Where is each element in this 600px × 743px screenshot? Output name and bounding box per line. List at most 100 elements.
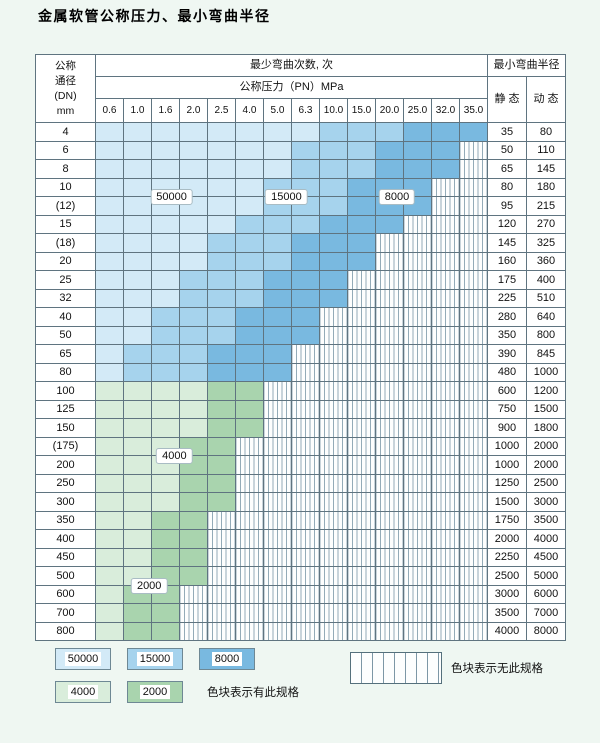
grid-cell-2000 [235, 418, 264, 438]
grid-cell-50000 [95, 288, 124, 308]
grid-cell-unavailable [403, 455, 432, 475]
grid-cell-unavailable [375, 492, 404, 512]
hatch-swatch [350, 652, 442, 684]
pressure-column-label: 20.0 [375, 98, 404, 123]
grid-cell-unavailable [375, 436, 404, 456]
grid-cell-unavailable [347, 603, 376, 623]
grid-cell-50000 [207, 159, 236, 179]
dynamic-radius-value: 1500 [526, 399, 566, 419]
grid-cell-unavailable [403, 436, 432, 456]
grid-cell-4000 [95, 455, 124, 475]
grid-cell-unavailable [235, 566, 264, 586]
grid-cell-unavailable [291, 621, 320, 641]
grid-cell-unavailable [431, 436, 460, 456]
dynamic-radius-value: 215 [526, 196, 566, 216]
grid-cell-unavailable [459, 159, 488, 179]
grid-cell-8000 [375, 140, 404, 160]
grid-cell-unavailable [319, 399, 348, 419]
dn-value: 200 [35, 455, 96, 475]
grid-cell-8000 [459, 122, 488, 142]
grid-cell-2000 [179, 566, 208, 586]
grid-cell-8000 [403, 177, 432, 197]
grid-cell-2000 [151, 566, 180, 586]
dn-value: 80 [35, 362, 96, 382]
grid-cell-4000 [151, 381, 180, 401]
grid-cell-unavailable [319, 584, 348, 604]
grid-cell-unavailable [403, 621, 432, 641]
dn-value: 10 [35, 177, 96, 197]
grid-cell-unavailable [347, 566, 376, 586]
grid-cell-15000 [319, 196, 348, 216]
dn-value: 100 [35, 381, 96, 401]
grid-cell-8000 [263, 270, 292, 290]
dn-value: 300 [35, 492, 96, 512]
table-row: 500 2500 5000 [35, 566, 566, 586]
grid-cell-50000 [123, 214, 152, 234]
grid-cell-50000 [151, 159, 180, 179]
grid-cell-15000 [151, 362, 180, 382]
grid-cell-unavailable [263, 584, 292, 604]
static-radius-value: 1000 [487, 455, 527, 475]
table-row: 700 3500 7000 [35, 603, 566, 623]
pressure-column-label: 0.6 [95, 98, 124, 123]
grid-cell-unavailable [431, 621, 460, 641]
grid-cell-15000 [179, 288, 208, 308]
grid-cell-unavailable [207, 510, 236, 530]
grid-cell-8000 [263, 362, 292, 382]
grid-cell-2000 [123, 584, 152, 604]
table-row: 25 175 400 [35, 270, 566, 290]
grid-cell-15000 [263, 177, 292, 197]
grid-cell-unavailable [347, 455, 376, 475]
legend-swatch-50000: 50000 [55, 648, 111, 670]
grid-cell-8000 [235, 344, 264, 364]
pressure-column-label: 32.0 [431, 98, 460, 123]
table-row: 125 750 1500 [35, 399, 566, 419]
grid-cell-unavailable [291, 566, 320, 586]
grid-cell-4000 [123, 436, 152, 456]
grid-cell-50000 [95, 122, 124, 142]
dynamic-radius-value: 80 [526, 122, 566, 142]
grid-cell-50000 [95, 159, 124, 179]
grid-cell-unavailable [431, 492, 460, 512]
grid-cell-50000 [235, 196, 264, 216]
grid-cell-unavailable [347, 418, 376, 438]
dynamic-radius-value: 4500 [526, 547, 566, 567]
dn-value: 40 [35, 307, 96, 327]
dn-value: 600 [35, 584, 96, 604]
table-row: 600 3000 6000 [35, 584, 566, 604]
grid-cell-50000 [123, 233, 152, 253]
dn-value: 800 [35, 621, 96, 641]
grid-cell-unavailable [319, 381, 348, 401]
static-radius-value: 65 [487, 159, 527, 179]
grid-cell-8000 [263, 307, 292, 327]
grid-cell-50000 [123, 122, 152, 142]
grid-cell-50000 [207, 140, 236, 160]
grid-cell-50000 [263, 159, 292, 179]
grid-cell-unavailable [291, 381, 320, 401]
static-column-header: 静 态 [487, 76, 527, 123]
grid-cell-15000 [319, 159, 348, 179]
grid-cell-2000 [151, 529, 180, 549]
grid-cell-8000 [291, 251, 320, 271]
dn-value: (18) [35, 233, 96, 253]
dynamic-radius-value: 6000 [526, 584, 566, 604]
table-row: 150 900 1800 [35, 418, 566, 438]
table-row: 300 1500 3000 [35, 492, 566, 512]
grid-cell-8000 [263, 288, 292, 308]
grid-cell-unavailable [459, 307, 488, 327]
pressure-column-label: 2.5 [207, 98, 236, 123]
dn-value: (175) [35, 436, 96, 456]
dynamic-radius-value: 1000 [526, 362, 566, 382]
grid-cell-4000 [179, 418, 208, 438]
grid-cell-2000 [207, 436, 236, 456]
table-row: (175) 1000 2000 [35, 436, 566, 456]
grid-cell-15000 [319, 140, 348, 160]
grid-cell-2000 [179, 529, 208, 549]
grid-cell-unavailable [375, 455, 404, 475]
grid-cell-2000 [151, 510, 180, 530]
grid-cell-50000 [95, 307, 124, 327]
grid-cell-unavailable [431, 344, 460, 364]
grid-cell-unavailable [235, 510, 264, 530]
grid-cell-4000 [123, 473, 152, 493]
grid-cell-50000 [207, 214, 236, 234]
